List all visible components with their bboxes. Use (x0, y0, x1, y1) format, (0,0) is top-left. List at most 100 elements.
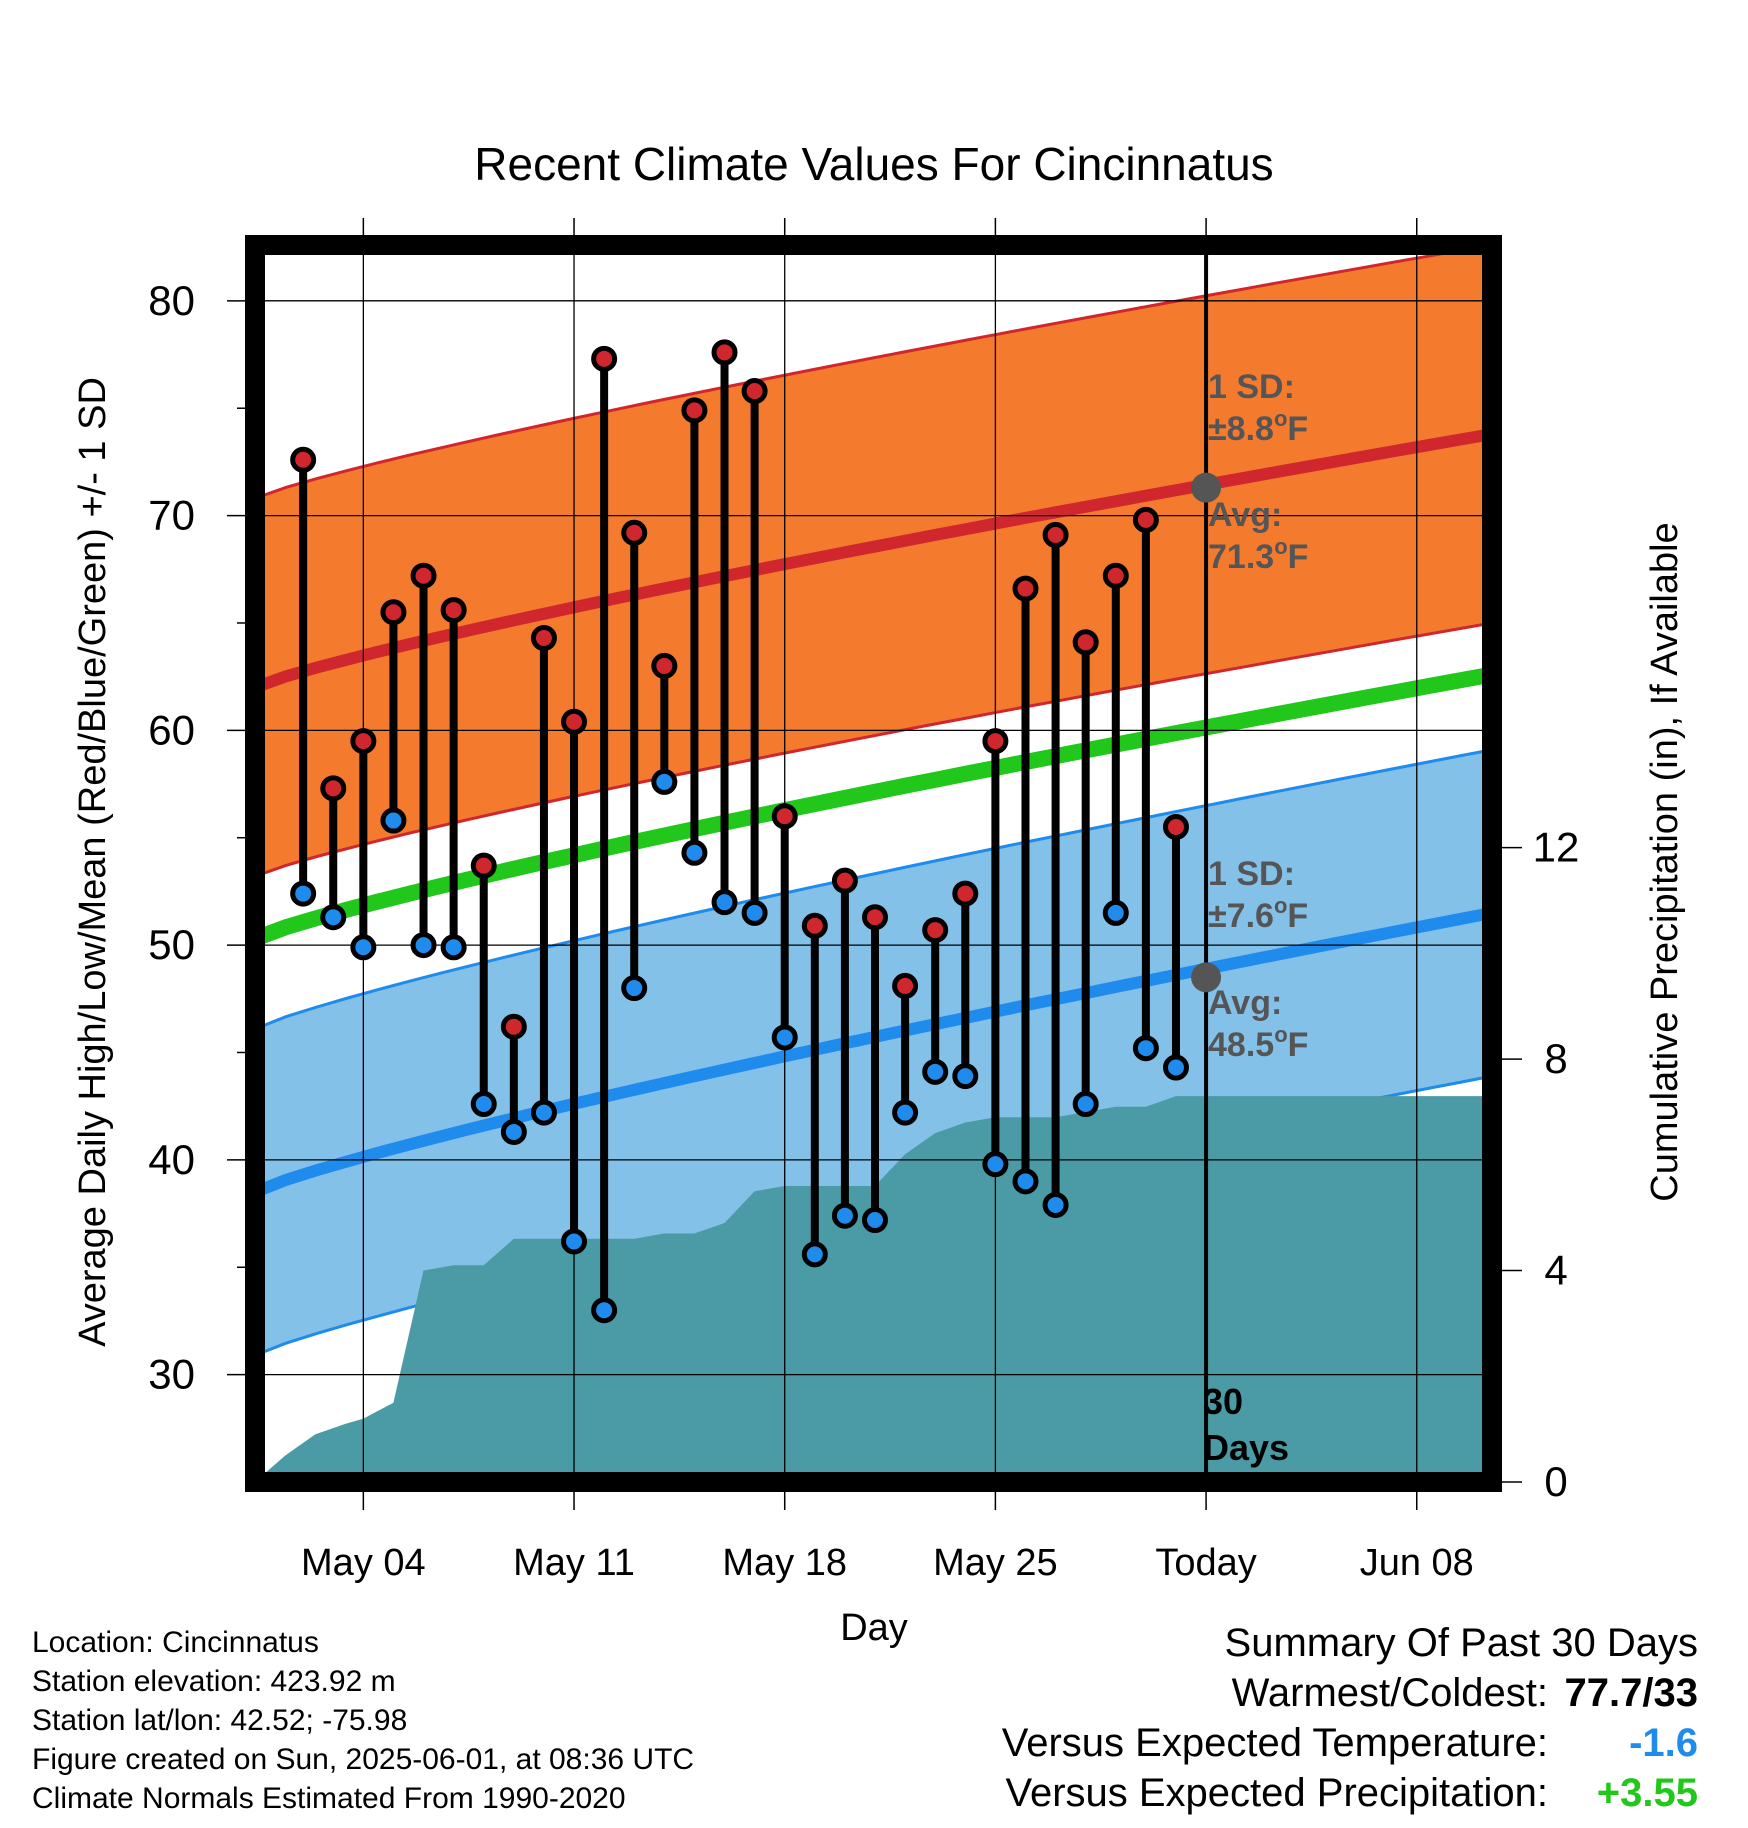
daily-high-point (741, 378, 768, 405)
y-tick-label-right: 8 (1544, 1035, 1567, 1082)
daily-high-point (530, 625, 557, 652)
summary-title: Summary Of Past 30 Days (1224, 1621, 1698, 1665)
chart-title: Recent Climate Values For Cincinnatus (474, 138, 1273, 190)
y-axis-label-right: Cumulative Precipitation (in), If Availa… (1644, 522, 1686, 1201)
today-avg-high-marker (1191, 472, 1222, 503)
daily-high-point (681, 397, 708, 424)
daily-high-point (711, 339, 738, 366)
temp-label: Versus Expected Temperature: (1001, 1721, 1548, 1765)
y-tick-label-right: 4 (1544, 1247, 1567, 1294)
location-text: Location: Cincinnatus (32, 1626, 319, 1659)
y-tick-label-left: 80 (148, 277, 195, 324)
summary-precip-row: Versus Expected Precipitation: +3.55 (1002, 1768, 1698, 1818)
daily-high-point (651, 652, 678, 679)
high-avg-value: 71.3oF (1208, 534, 1308, 576)
daily-high-point (290, 446, 317, 473)
y-tick-label-left: 50 (148, 921, 195, 968)
y-tick-label-right: 0 (1544, 1458, 1567, 1505)
daily-high-point (1012, 575, 1039, 602)
daily-low-point (651, 768, 678, 795)
daily-low-point (1132, 1035, 1159, 1062)
daily-high-point (922, 917, 949, 944)
daily-low-point (500, 1118, 527, 1145)
daily-low-point (681, 839, 708, 866)
daily-high-point (1042, 521, 1069, 548)
summary-warm-cold-row: Warmest/Coldest: 77.7/33 (1002, 1668, 1698, 1718)
daily-low-point (711, 889, 738, 916)
elevation-text: Station elevation: 423.92 m (32, 1665, 396, 1698)
daily-low-point (952, 1063, 979, 1090)
latlon-text: Station lat/lon: 42.52; -75.98 (32, 1704, 408, 1737)
daily-low-point (801, 1241, 828, 1268)
daily-high-point (801, 912, 828, 939)
x-tick-label: May 25 (933, 1542, 1058, 1584)
daily-high-point (380, 599, 407, 626)
y-axis-label-left: Average Daily High/Low/Mean (Red/Blue/Gr… (72, 377, 114, 1347)
daily-high-point (1102, 562, 1129, 589)
low-sd-value: ±7.6oF (1208, 893, 1308, 935)
today-avg-low-marker (1191, 962, 1222, 993)
created-text: Figure created on Sun, 2025-06-01, at 08… (32, 1743, 695, 1776)
daily-high-point (952, 880, 979, 907)
daily-low-point (771, 1024, 798, 1051)
daily-low-point (1072, 1091, 1099, 1118)
daily-low-point (1102, 899, 1129, 926)
daily-high-point (320, 775, 347, 802)
daily-high-point (1072, 629, 1099, 656)
normals-period-text: Climate Normals Estimated From 1990-2020 (32, 1782, 626, 1815)
daily-low-point (1042, 1191, 1069, 1218)
y-tick-label-left: 70 (148, 492, 195, 539)
daily-high-point (1162, 813, 1189, 840)
low-band-upper-edge (265, 748, 1492, 1027)
x-tick-label: May 18 (722, 1542, 847, 1584)
low-avg-value: 48.5oF (1208, 1022, 1308, 1064)
daily-high-point (1132, 506, 1159, 533)
y-tick-label-right: 12 (1533, 824, 1580, 871)
avg-high-line (265, 428, 1492, 691)
avg-mean-line (265, 666, 1492, 944)
daily-low-point (591, 1297, 618, 1324)
daily-high-point (350, 728, 377, 755)
daily-high-point (771, 803, 798, 830)
summary-panel: Summary Of Past 30 Days Warmest/Coldest:… (1002, 1618, 1698, 1818)
daily-high-point (831, 867, 858, 894)
low-sd-label: 1 SD: (1208, 855, 1295, 893)
x-tick-label: May 04 (301, 1542, 426, 1584)
daily-high-point (561, 708, 588, 735)
daily-low-point (320, 904, 347, 931)
daily-low-point (741, 899, 768, 926)
y-tick-label-left: 40 (148, 1136, 195, 1183)
daily-high-point (982, 728, 1009, 755)
daily-low-point (380, 807, 407, 834)
daily-low-point (1162, 1054, 1189, 1081)
daily-low-point (530, 1099, 557, 1126)
warm-cold-label: Warmest/Coldest: (1231, 1671, 1548, 1715)
daily-low-point (982, 1151, 1009, 1178)
daily-low-point (862, 1206, 889, 1233)
x-tick-label: Jun 08 (1360, 1542, 1474, 1584)
x-tick-label: May 11 (513, 1542, 635, 1584)
daily-high-point (591, 345, 618, 372)
summary-temp-row: Versus Expected Temperature: -1.6 (1002, 1718, 1698, 1768)
cumulative-precip-area (266, 1096, 1492, 1472)
daily-high-point (440, 597, 467, 624)
daily-high-point (500, 1013, 527, 1040)
days-label: Days (1203, 1427, 1289, 1468)
high-avg-label: Avg: (1208, 496, 1282, 534)
plot-frame (245, 235, 1502, 1492)
high-sd-value: ±8.8oF (1208, 406, 1308, 448)
station-info: Location: Cincinnatus Station elevation:… (32, 1623, 694, 1818)
high-band-lower-edge (265, 621, 1492, 875)
high-sd-label: 1 SD: (1208, 368, 1295, 406)
temp-value: -1.6 (1629, 1721, 1698, 1765)
axes: May 04 May 11 May 18 May 25 Today Jun 0830405… (72, 218, 1686, 1649)
daily-low-point (440, 934, 467, 961)
high-band-upper-edge (265, 250, 1473, 497)
x-tick-label: Today (1155, 1542, 1256, 1584)
daily-high-point (470, 852, 497, 879)
daily-high-point (862, 904, 889, 931)
days-count: 30 (1203, 1381, 1243, 1422)
daily-low-point (892, 1099, 919, 1126)
y-tick-label-left: 30 (148, 1351, 195, 1398)
